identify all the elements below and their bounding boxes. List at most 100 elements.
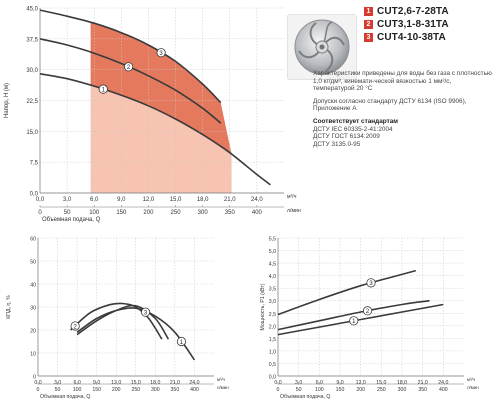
x2-tick-label: 250 — [171, 210, 182, 216]
y-tick-label: 60 — [30, 237, 36, 243]
x2-tick-label: 50 — [296, 387, 302, 393]
series-3-curve — [76, 304, 170, 340]
x2-unit-label: л/мин — [287, 208, 301, 214]
x2-tick-label: 0 — [37, 387, 40, 393]
series-2-marker — [123, 62, 134, 72]
x-tick-label: 6,0 — [90, 197, 99, 203]
x2-tick-label: 200 — [143, 210, 154, 216]
x2-tick-label: 150 — [92, 387, 101, 393]
y-tick-label: 4,0 — [269, 274, 276, 280]
impeller-photo — [287, 14, 357, 80]
y-tick-label: 2,0 — [269, 324, 276, 330]
series-3-marker — [366, 278, 376, 288]
x2-tick-label: 300 — [398, 387, 407, 393]
notes-standards-heading: Соответствует стандартам — [313, 117, 398, 125]
x2-unit-label: л/мин — [217, 385, 229, 390]
y-tick-label: 50 — [30, 260, 36, 266]
series-2-label: 2 — [127, 65, 131, 71]
series-2-marker — [70, 321, 80, 331]
legend-badge: 2 — [364, 19, 373, 29]
series-2-curve — [70, 302, 163, 340]
x-axis-title: Объемная подача, Q — [280, 394, 330, 400]
series-2-curve — [277, 299, 430, 331]
series-3-label: 3 — [144, 310, 148, 316]
x-tick-label: 24,0 — [251, 197, 263, 203]
x2-tick-label: 350 — [225, 210, 236, 216]
x-unit-label: м³/ч — [467, 377, 475, 382]
x-tick-label: 12,0 — [143, 197, 155, 203]
series-3-curve — [39, 9, 222, 104]
series-1-curve — [76, 307, 196, 361]
series-2-label: 2 — [366, 309, 370, 315]
y-tick-label: 4,5 — [269, 262, 276, 268]
series-3-marker — [140, 307, 151, 317]
y-tick-label: 1,5 — [269, 337, 276, 343]
operating-range-area — [90, 85, 232, 193]
y-tick-label: 15,0 — [26, 130, 38, 136]
x2-tick-label: 50 — [55, 387, 61, 393]
series-1-marker — [349, 316, 359, 326]
legend-badge: 3 — [364, 32, 373, 42]
x-unit-label: м³/ч — [217, 377, 225, 382]
legend-item: 2 CUT3,1-8-31TA — [364, 18, 498, 30]
series-3-marker — [156, 48, 166, 58]
y-tick-label: 2,5 — [269, 312, 276, 318]
x2-tick-label: 50 — [64, 210, 71, 216]
x2-tick-label: 250 — [131, 387, 140, 393]
x2-tick-label: 100 — [89, 210, 100, 216]
legend-badge: 1 — [364, 6, 373, 16]
series-2-marker — [362, 306, 373, 316]
series-2-curve — [39, 38, 222, 124]
x-tick-label: 18,0 — [197, 197, 209, 203]
series-1-label: 1 — [180, 340, 184, 346]
y-tick-label: 0 — [33, 375, 36, 381]
head-chart: 1 2 3 0,0 3,0 6,0 9,0 12,0 15,0 18,0 21,0 24,0 0 50 1… — [4, 7, 301, 224]
legend-item: 3 CUT4-10-38TA — [364, 31, 498, 43]
x2-tick-label: 200 — [356, 387, 365, 393]
legend-label: CUT2,6-7-28TA — [377, 5, 449, 17]
y-tick-label: 30,0 — [26, 68, 38, 74]
series-3-curve — [277, 269, 417, 316]
x-tick-label: 3,0 — [63, 197, 72, 203]
legend: 1 CUT2,6-7-28TA 2 CUT3,1-8-31TA 3 CUT4-1… — [364, 5, 498, 44]
x2-tick-label: 400 — [190, 387, 199, 393]
x-tick-label: 21,0 — [224, 197, 236, 203]
y-tick-label: 3,5 — [269, 287, 276, 293]
efficiency-chart: 123 0,0 3,0 6,0 9,0 12,0 15,0 18,0 21,0 24,00 50 1… — [6, 237, 229, 400]
power-chart: 123 0,0 3,0 6,0 9,0 12,0 15,0 18,0 21,0 24,00 50 1… — [260, 237, 479, 400]
x-axis-title: Объемная подача, Q — [42, 217, 101, 223]
x-tick-label: 15,0 — [170, 197, 182, 203]
series-3-label: 3 — [159, 51, 163, 57]
y-tick-label: 0,0 — [30, 192, 39, 198]
series-2-label: 2 — [73, 324, 77, 330]
x2-tick-label: 350 — [171, 387, 180, 393]
x2-unit-label: л/мин — [467, 385, 479, 390]
y-axis-title: Напор, H (м) — [4, 83, 10, 118]
series-1-label: 1 — [352, 319, 356, 325]
y-tick-label: 30 — [30, 306, 36, 312]
x2-tick-label: 250 — [377, 387, 386, 393]
x-unit-label: м³/ч — [287, 194, 297, 200]
series-1-marker — [176, 336, 187, 347]
x-tick-label: 9,0 — [117, 197, 126, 203]
y-tick-label: 1,0 — [269, 349, 276, 355]
x2-tick-label: 150 — [116, 210, 127, 216]
notes-standard-item: ДСТУ 3135.0-95 — [313, 140, 361, 148]
legend-label: CUT4-10-38TA — [377, 31, 446, 43]
y-tick-label: 10 — [30, 352, 36, 358]
series-1-curve — [39, 73, 271, 186]
y-tick-label: 20 — [30, 329, 36, 335]
notes-tolerances: Допуски согласно стандарту ДСТУ 6134 (IS… — [313, 97, 467, 113]
series-1-marker — [98, 84, 108, 94]
y-tick-label: 3,0 — [269, 299, 276, 305]
x2-tick-label: 400 — [439, 387, 448, 393]
x2-tick-label: 100 — [73, 387, 82, 393]
impeller-icon — [294, 19, 350, 75]
x-axis-title: Объемная подача, Q — [40, 394, 90, 400]
operating-range-area-upper — [90, 22, 232, 155]
legend-label: CUT3,1-8-31TA — [377, 18, 449, 30]
x2-tick-label: 200 — [112, 387, 121, 393]
series-1-curve — [277, 303, 444, 336]
x2-tick-label: 400 — [252, 210, 263, 216]
notes-conditions: Характеристики приведены для воды без га… — [313, 70, 492, 93]
